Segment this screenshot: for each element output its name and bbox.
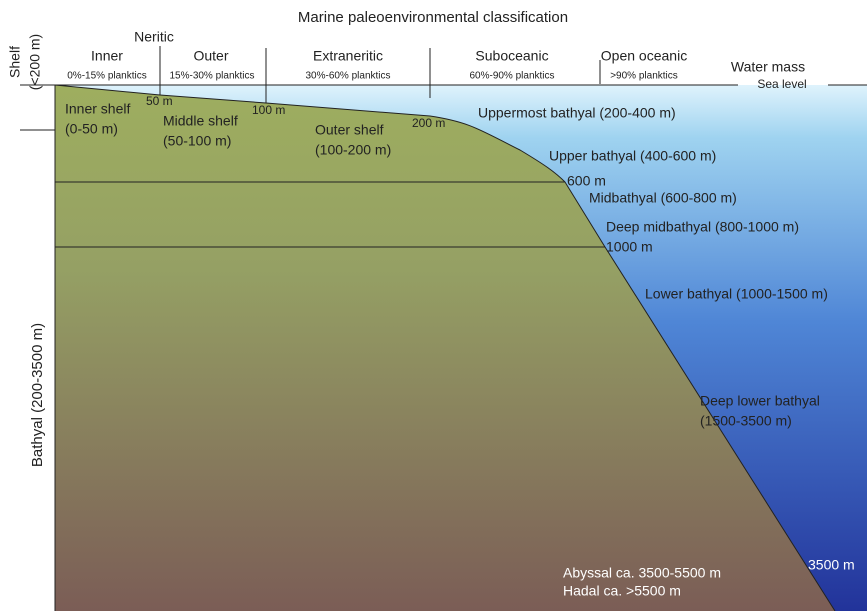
zone-name: Suboceanic bbox=[475, 48, 548, 64]
bathyal-zone: Upper bathyal (400-600 m) bbox=[549, 148, 716, 164]
zone-planktics: >90% planktics bbox=[610, 71, 678, 82]
seabed bbox=[55, 85, 835, 611]
shelf-zone: Inner shelf bbox=[65, 101, 130, 117]
seabed-profile bbox=[54, 84, 836, 611]
bathyal-zone-range: (1500-3500 m) bbox=[700, 413, 792, 429]
bathyal-zone: Deep midbathyal (800-1000 m) bbox=[606, 219, 799, 235]
sea-level: Sea level bbox=[757, 77, 806, 91]
bathyal-label: Bathyal (200-3500 m) bbox=[29, 323, 46, 467]
zone-planktics: 0%-15% planktics bbox=[67, 71, 146, 82]
zone-planktics: 30%-60% planktics bbox=[305, 71, 390, 82]
shelf-zone-range: (100-200 m) bbox=[315, 142, 391, 158]
shelf-depth: (<200 m) bbox=[27, 34, 43, 90]
shelf-zone-range: (50-100 m) bbox=[163, 133, 231, 149]
shelf-label: Shelf bbox=[7, 46, 23, 78]
zone-planktics: 60%-90% planktics bbox=[469, 71, 554, 82]
abyssal: Abyssal ca. 3500-5500 m bbox=[563, 565, 721, 581]
hadal: Hadal ca. >5500 m bbox=[563, 583, 681, 599]
bathyal-zone: Deep lower bathyal bbox=[700, 393, 820, 409]
group-label: Neritic bbox=[134, 29, 174, 45]
zone-name: Inner bbox=[91, 48, 123, 64]
zone-name: Open oceanic bbox=[601, 48, 687, 64]
zone-name: Outer bbox=[193, 48, 228, 64]
bathyal-zone: Uppermost bathyal (200-400 m) bbox=[478, 105, 676, 121]
depth-mark: 100 m bbox=[252, 103, 285, 117]
shelf-zone: Middle shelf bbox=[163, 113, 238, 129]
bathyal-zone: Midbathyal (600-800 m) bbox=[589, 190, 737, 206]
depth-mark: 1000 m bbox=[606, 239, 653, 255]
depth-mark: 200 m bbox=[412, 116, 445, 130]
shelf-zone-range: (0-50 m) bbox=[65, 121, 118, 137]
depth-mark: 50 m bbox=[146, 94, 173, 108]
bathyal-zone: Lower bathyal (1000-1500 m) bbox=[645, 286, 828, 302]
depth-mark: 600 m bbox=[567, 173, 606, 189]
water-mass: Water mass bbox=[731, 59, 805, 75]
zone-name: Extraneritic bbox=[313, 48, 383, 64]
depth-mark: 3500 m bbox=[808, 557, 855, 573]
title: Marine paleoenvironmental classification bbox=[298, 9, 568, 26]
zone-planktics: 15%-30% planktics bbox=[169, 71, 254, 82]
shelf-zone: Outer shelf bbox=[315, 122, 384, 138]
